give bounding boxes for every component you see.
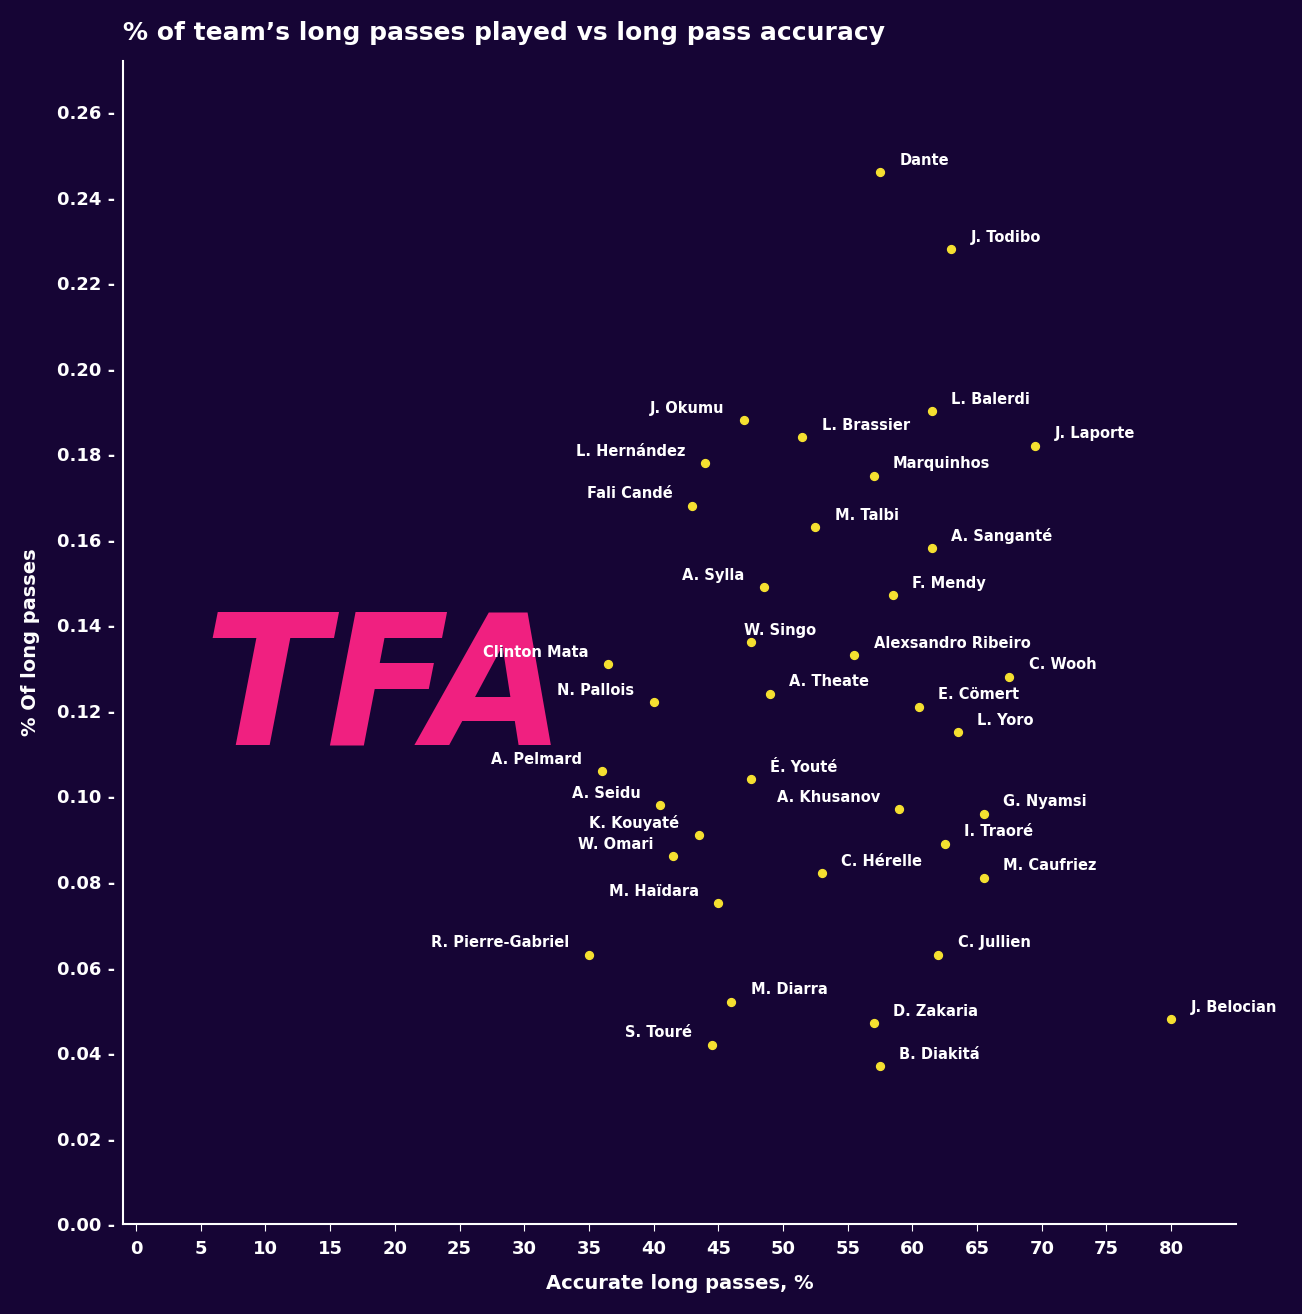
Text: L. Balerdi: L. Balerdi xyxy=(952,392,1030,407)
Text: S. Touré: S. Touré xyxy=(625,1025,693,1041)
Point xyxy=(643,692,664,714)
Point xyxy=(792,427,812,448)
Text: Dante: Dante xyxy=(900,152,949,168)
Point xyxy=(922,537,943,558)
Text: Clinton Mata: Clinton Mata xyxy=(483,645,589,660)
Point xyxy=(999,666,1019,687)
Text: L. Yoro: L. Yoro xyxy=(976,714,1034,728)
Text: M. Haïdara: M. Haïdara xyxy=(609,884,699,899)
Text: W. Singo: W. Singo xyxy=(745,623,816,639)
Point xyxy=(663,846,684,867)
Text: N. Pallois: N. Pallois xyxy=(557,683,634,698)
Point xyxy=(695,452,716,473)
Point xyxy=(650,795,671,816)
Point xyxy=(863,1013,884,1034)
X-axis label: Accurate long passes, %: Accurate long passes, % xyxy=(546,1275,814,1293)
Point xyxy=(682,495,703,516)
Point xyxy=(1025,435,1046,456)
Text: A. Sylla: A. Sylla xyxy=(682,568,745,582)
Point xyxy=(948,721,969,742)
Text: A. Theate: A. Theate xyxy=(789,674,870,690)
Text: M. Caufriez: M. Caufriez xyxy=(1003,858,1096,874)
Point xyxy=(973,867,993,888)
Text: E. Cömert: E. Cömert xyxy=(939,687,1019,703)
Text: L. Brassier: L. Brassier xyxy=(822,418,910,432)
Text: F. Mendy: F. Mendy xyxy=(913,576,986,591)
Text: C. Hérelle: C. Hérelle xyxy=(841,854,922,869)
Text: I. Traoré: I. Traoré xyxy=(965,824,1034,840)
Text: J. Belocian: J. Belocian xyxy=(1190,1000,1277,1014)
Point xyxy=(941,238,962,259)
Point xyxy=(863,465,884,486)
Point xyxy=(870,1055,891,1076)
Point xyxy=(734,410,755,431)
Point xyxy=(909,696,930,717)
Text: J. Okumu: J. Okumu xyxy=(650,401,725,415)
Text: J. Todibo: J. Todibo xyxy=(970,230,1042,244)
Point xyxy=(805,516,825,537)
Point xyxy=(1161,1008,1182,1029)
Y-axis label: % Of long passes: % Of long passes xyxy=(21,549,40,736)
Text: É. Youté: É. Youté xyxy=(769,759,837,775)
Point xyxy=(811,863,832,884)
Point xyxy=(702,1034,723,1055)
Point xyxy=(922,401,943,422)
Text: D. Zakaria: D. Zakaria xyxy=(893,1004,978,1018)
Text: K. Kouyaté: K. Kouyaté xyxy=(590,815,680,830)
Point xyxy=(973,803,993,824)
Text: A. Seidu: A. Seidu xyxy=(572,786,641,800)
Text: % of team’s long passes played vs long pass accuracy: % of team’s long passes played vs long p… xyxy=(124,21,885,45)
Text: A. Sanganté: A. Sanganté xyxy=(952,528,1052,544)
Text: W. Omari: W. Omari xyxy=(578,837,654,851)
Text: J. Laporte: J. Laporte xyxy=(1055,426,1135,442)
Point xyxy=(759,683,780,704)
Point xyxy=(741,769,762,790)
Point xyxy=(708,894,729,915)
Point xyxy=(578,945,599,966)
Text: G. Nyamsi: G. Nyamsi xyxy=(1003,794,1087,809)
Text: Fali Candé: Fali Candé xyxy=(587,486,673,501)
Point xyxy=(598,653,618,674)
Point xyxy=(844,645,865,666)
Text: M. Diarra: M. Diarra xyxy=(751,983,827,997)
Text: R. Pierre-Gabriel: R. Pierre-Gabriel xyxy=(431,936,569,950)
Text: C. Jullien: C. Jullien xyxy=(958,936,1031,950)
Point xyxy=(935,833,956,854)
Text: A. Khusanov: A. Khusanov xyxy=(777,790,880,805)
Point xyxy=(889,799,910,820)
Text: Marquinhos: Marquinhos xyxy=(893,456,991,472)
Point xyxy=(870,162,891,183)
Point xyxy=(753,577,773,598)
Point xyxy=(689,824,710,845)
Text: A. Pelmard: A. Pelmard xyxy=(491,752,582,766)
Text: M. Talbi: M. Talbi xyxy=(835,507,898,523)
Text: Alexsandro Ribeiro: Alexsandro Ribeiro xyxy=(874,636,1030,650)
Text: L. Hernández: L. Hernández xyxy=(577,444,686,459)
Text: B. Diakitá: B. Diakitá xyxy=(900,1047,980,1062)
Text: TFA: TFA xyxy=(203,607,566,783)
Text: C. Wooh: C. Wooh xyxy=(1029,657,1096,673)
Point xyxy=(928,945,949,966)
Point xyxy=(721,991,742,1012)
Point xyxy=(591,761,612,782)
Point xyxy=(883,585,904,606)
Point xyxy=(741,632,762,653)
